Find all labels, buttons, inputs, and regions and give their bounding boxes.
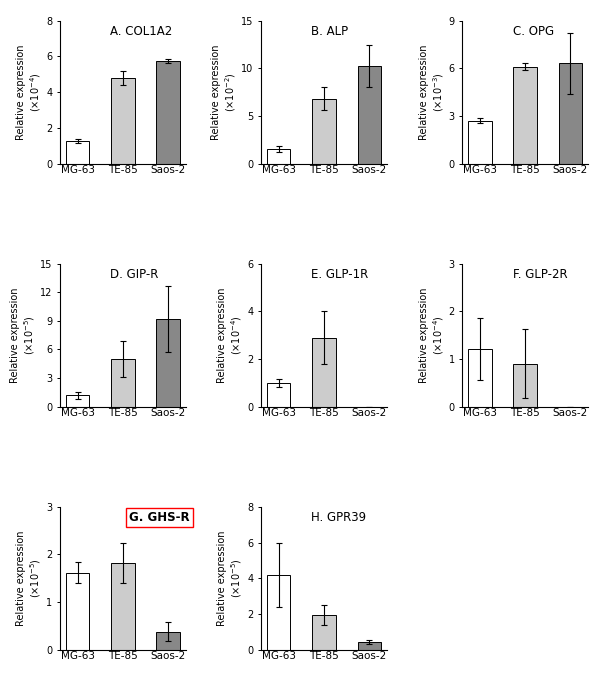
Bar xyxy=(111,78,134,163)
Bar xyxy=(358,66,381,163)
Bar xyxy=(157,319,180,407)
Bar xyxy=(312,615,336,650)
Text: H. GPR39: H. GPR39 xyxy=(311,511,367,524)
Bar xyxy=(66,141,89,163)
Bar xyxy=(267,149,290,163)
Text: G. GHS-R: G. GHS-R xyxy=(129,511,190,524)
Bar xyxy=(312,98,336,163)
Text: A. COL1A2: A. COL1A2 xyxy=(110,25,173,38)
Bar xyxy=(267,575,290,650)
Y-axis label: Relative expression
(×10$^{-4}$): Relative expression (×10$^{-4}$) xyxy=(217,287,244,383)
Y-axis label: Relative expression
(×10$^{-2}$): Relative expression (×10$^{-2}$) xyxy=(211,44,238,140)
Bar xyxy=(358,642,381,650)
Bar xyxy=(559,64,582,163)
Bar xyxy=(468,120,491,163)
Bar xyxy=(514,66,537,163)
Text: F. GLP-2R: F. GLP-2R xyxy=(512,268,567,281)
Text: D. GIP-R: D. GIP-R xyxy=(110,268,158,281)
Bar xyxy=(157,61,180,163)
Text: C. OPG: C. OPG xyxy=(512,25,554,38)
Bar xyxy=(267,383,290,407)
Y-axis label: Relative expression
(×10$^{-3}$): Relative expression (×10$^{-3}$) xyxy=(419,44,446,140)
Y-axis label: Relative expression
(×10$^{-5}$): Relative expression (×10$^{-5}$) xyxy=(217,531,244,626)
Bar xyxy=(111,563,134,650)
Bar xyxy=(468,350,491,407)
Text: E. GLP-1R: E. GLP-1R xyxy=(311,268,368,281)
Bar xyxy=(66,573,89,650)
Bar xyxy=(111,359,134,407)
Y-axis label: Relative expression
(×10$^{-4}$): Relative expression (×10$^{-4}$) xyxy=(419,287,446,383)
Text: B. ALP: B. ALP xyxy=(311,25,349,38)
Y-axis label: Relative expression
(×10$^{-5}$): Relative expression (×10$^{-5}$) xyxy=(10,287,37,383)
Bar xyxy=(514,364,537,407)
Y-axis label: Relative expression
(×10$^{-5}$): Relative expression (×10$^{-5}$) xyxy=(16,531,43,626)
Bar xyxy=(312,337,336,407)
Bar xyxy=(66,395,89,407)
Bar xyxy=(157,632,180,650)
Y-axis label: Relative expression
(×10$^{-4}$): Relative expression (×10$^{-4}$) xyxy=(16,44,43,140)
